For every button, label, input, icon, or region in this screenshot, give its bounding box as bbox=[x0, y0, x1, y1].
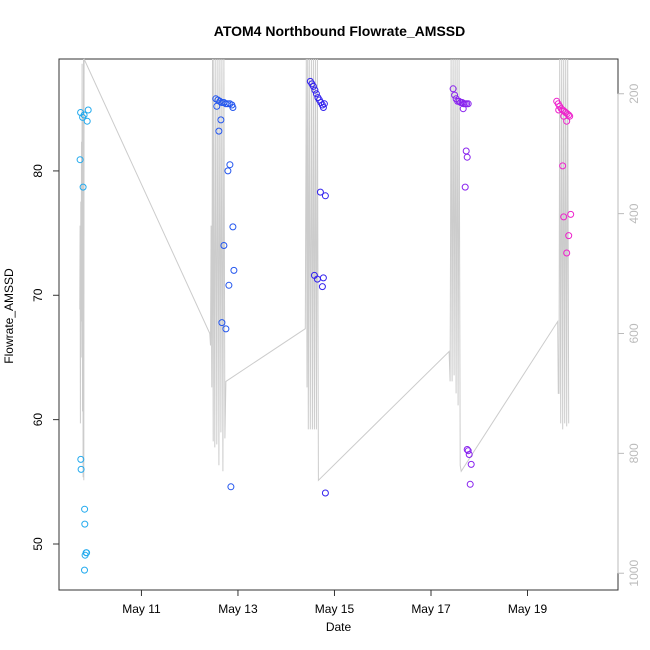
points-layer bbox=[76, 77, 575, 574]
data-point-series-3 bbox=[319, 274, 327, 282]
data-point-series-3 bbox=[312, 90, 320, 98]
data-point-series-2 bbox=[224, 167, 232, 175]
data-point-series-2 bbox=[226, 161, 234, 169]
data-point-series-3 bbox=[320, 100, 328, 108]
data-point-series-4 bbox=[465, 451, 473, 458]
data-point-series-1 bbox=[84, 106, 92, 114]
data-point-series-5 bbox=[563, 117, 571, 125]
data-point-series-3 bbox=[319, 104, 327, 111]
data-point-series-3 bbox=[321, 192, 329, 200]
data-point-series-3 bbox=[316, 188, 324, 196]
data-point-series-2 bbox=[229, 104, 237, 111]
x-tick-label: May 15 bbox=[315, 602, 355, 616]
data-point-series-4 bbox=[464, 447, 472, 455]
data-point-series-4 bbox=[462, 147, 470, 155]
x-tick-label: May 17 bbox=[411, 602, 451, 616]
data-point-series-5 bbox=[565, 111, 573, 119]
y2-tick-label: 800 bbox=[627, 443, 641, 463]
data-point-series-1 bbox=[83, 117, 91, 125]
data-point-series-5 bbox=[559, 162, 567, 170]
data-point-series-4 bbox=[464, 100, 472, 108]
y-tick-label: 70 bbox=[31, 288, 45, 302]
x-tick-label: May 13 bbox=[218, 602, 258, 616]
data-point-series-3 bbox=[318, 283, 326, 291]
data-point-series-2 bbox=[213, 102, 221, 110]
data-point-series-2 bbox=[229, 223, 237, 231]
data-point-series-1 bbox=[81, 505, 89, 513]
data-point-series-2 bbox=[230, 266, 238, 274]
data-point-series-2 bbox=[217, 116, 225, 124]
data-point-series-5 bbox=[560, 112, 568, 120]
y-axis-left: 50 60 70 80 bbox=[31, 164, 60, 551]
x-axis: May 11 May 13 May 15 May 17 May 19 bbox=[122, 589, 548, 616]
y-tick-label: 50 bbox=[31, 537, 45, 551]
data-point-series-4 bbox=[463, 153, 471, 161]
data-point-series-1 bbox=[81, 551, 89, 559]
data-point-series-1 bbox=[77, 465, 85, 473]
data-point-series-2 bbox=[222, 325, 230, 333]
data-point-series-4 bbox=[449, 85, 457, 93]
data-point-series-2 bbox=[224, 100, 232, 108]
data-point-series-4 bbox=[467, 460, 475, 468]
y-axis-right: 200 400 600 800 1000 bbox=[617, 83, 641, 587]
data-point-series-3 bbox=[311, 86, 319, 94]
x-axis-label: Date bbox=[326, 620, 352, 634]
line-series-layer bbox=[79, 58, 570, 482]
data-point-series-5 bbox=[565, 232, 573, 240]
data-point-series-4 bbox=[466, 480, 474, 488]
data-point-series-2 bbox=[218, 319, 226, 327]
data-point-series-2 bbox=[215, 127, 223, 135]
data-point-series-4 bbox=[451, 91, 459, 99]
y2-tick-label: 1000 bbox=[627, 560, 641, 587]
y2-tick-label: 600 bbox=[627, 323, 641, 343]
data-point-series-5 bbox=[560, 213, 568, 221]
line-series bbox=[79, 58, 570, 482]
data-point-series-4 bbox=[461, 183, 469, 191]
data-point-series-1 bbox=[80, 111, 88, 119]
data-point-series-2 bbox=[227, 483, 235, 491]
data-point-series-4 bbox=[459, 105, 467, 113]
data-point-series-1 bbox=[79, 183, 87, 191]
plot-frame bbox=[58, 58, 619, 591]
x-tick-label: May 19 bbox=[508, 602, 548, 616]
data-point-series-3 bbox=[309, 82, 317, 90]
data-point-series-1 bbox=[77, 455, 85, 463]
data-point-series-5 bbox=[555, 106, 563, 114]
y-tick-label: 80 bbox=[31, 164, 45, 178]
y2-tick-label: 200 bbox=[627, 83, 641, 103]
data-point-series-1 bbox=[81, 566, 88, 574]
data-point-series-2 bbox=[225, 281, 233, 289]
data-point-series-3 bbox=[321, 489, 329, 497]
data-point-series-5 bbox=[567, 210, 575, 218]
y2-tick-label: 400 bbox=[627, 203, 641, 223]
chart-title: ATOM4 Northbound Flowrate_AMSSD bbox=[214, 23, 465, 39]
data-point-series-5 bbox=[563, 249, 571, 257]
data-point-series-2 bbox=[220, 242, 228, 249]
y-axis-label: Flowrate_AMSSD bbox=[2, 268, 16, 364]
data-point-series-1 bbox=[76, 156, 84, 164]
data-point-series-1 bbox=[81, 520, 89, 528]
y-tick-label: 60 bbox=[31, 413, 45, 427]
x-tick-label: May 11 bbox=[122, 602, 161, 616]
